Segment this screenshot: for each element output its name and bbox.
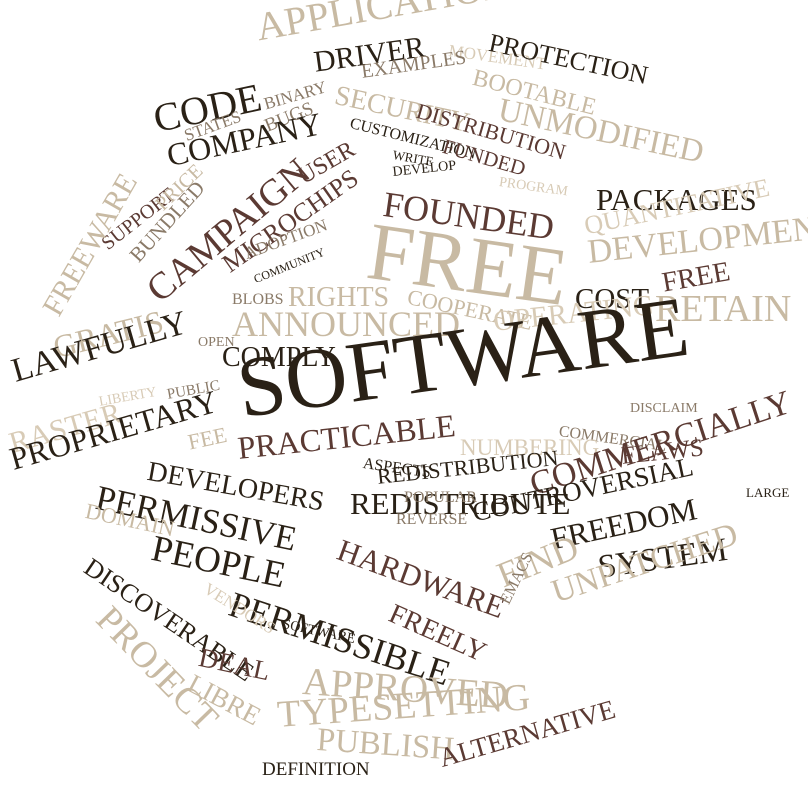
cloud-word: REVERSE bbox=[396, 511, 468, 528]
cloud-word: DEFINITION bbox=[262, 759, 370, 780]
cloud-word: LARGE bbox=[746, 485, 790, 500]
cloud-word: ANNOUNCED bbox=[232, 304, 460, 344]
cloud-word: PACKAGES bbox=[596, 182, 757, 217]
cloud-word: FREEWARE bbox=[36, 167, 145, 322]
cloud-word: POPULAR bbox=[404, 489, 477, 506]
cloud-word: RIGHTS bbox=[288, 282, 390, 313]
cloud-word: OPEN bbox=[198, 335, 235, 350]
cloud-word: DISCLAIM bbox=[630, 401, 698, 416]
cloud-word: PROGRAM bbox=[498, 175, 569, 200]
cloud-word: COST bbox=[575, 283, 650, 315]
cloud-word: BLOBS bbox=[232, 291, 284, 308]
cloud-word: NUMBERING bbox=[460, 435, 600, 460]
cloud-word: COMPLY bbox=[222, 342, 336, 373]
cloud-word: REDISTRIBUTE bbox=[350, 486, 571, 521]
cloud-word: FEE bbox=[185, 421, 230, 455]
cloud-word: RETAIN bbox=[655, 288, 792, 330]
